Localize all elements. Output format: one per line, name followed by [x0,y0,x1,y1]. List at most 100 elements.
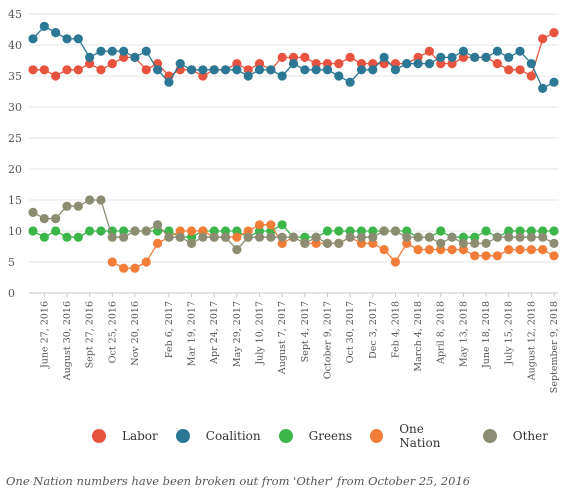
data-point-other [549,238,559,248]
data-point-coalition [51,27,61,38]
data-point-coalition [28,34,38,44]
legend-swatch-icon [175,429,190,443]
data-point-coalition [504,52,514,63]
data-point-coalition [334,71,344,81]
data-point-coalition [538,83,548,93]
data-point-labor [39,65,49,75]
data-point-greens [334,226,344,236]
y-tick-label: 15 [8,194,22,207]
x-tick-label: Feb 6, 2017 [164,301,175,358]
data-point-one-nation [390,257,401,267]
data-point-other [402,232,412,242]
data-point-labor [96,65,106,75]
data-point-labor [51,71,61,81]
data-point-one-nation [130,263,140,273]
data-point-other [470,238,480,248]
series-other [28,195,559,255]
data-point-other [186,238,197,248]
data-point-coalition [356,65,367,75]
data-point-greens [39,232,49,242]
data-point-other [436,238,446,248]
data-point-labor [515,65,525,75]
data-point-labor [62,65,72,75]
data-point-one-nation [413,245,423,255]
data-point-other [515,232,525,242]
data-point-one-nation [470,251,480,261]
data-point-other [254,232,265,242]
data-point-coalition [526,59,536,69]
data-point-coalition [164,77,174,87]
x-tick-label: June 18, 2018 [481,301,492,369]
data-point-coalition [209,65,219,75]
data-point-labor [300,52,310,63]
y-tick-label: 20 [8,163,22,176]
x-tick-label: Dec 3, 2017 [368,301,379,359]
data-point-coalition [141,46,151,56]
data-point-other [447,232,457,242]
data-point-other [300,238,310,248]
x-tick-label: Apr 24, 2017 [209,301,220,365]
x-tick-label: April 8, 2018 [436,301,447,365]
x-tick-label: Feb 4, 2018 [390,301,401,358]
data-point-coalition [402,59,412,69]
x-tick-label: Nov 20, 2016 [130,301,141,366]
poll-line-chart: 0 5 10 15 20 25 30 35 40 45 June 27, 2016 August 3… [8,8,560,393]
data-point-one-nation [119,263,129,273]
data-point-one-nation [549,251,559,261]
data-point-other [130,226,140,236]
data-point-one-nation [504,245,514,255]
data-point-labor [526,71,536,81]
data-point-other [424,232,435,242]
data-point-coalition [175,59,185,69]
data-point-other [209,232,219,242]
data-point-coalition [379,52,389,63]
data-point-coalition [243,71,253,81]
data-point-coalition [152,65,163,75]
data-point-coalition [107,46,117,56]
data-point-greens [51,226,61,236]
x-tick-label: July 15, 2018 [504,301,515,366]
data-point-greens [96,226,106,236]
legend-item-one-nation: One Nation [370,422,465,450]
data-point-coalition [368,65,378,75]
data-point-coalition [266,65,276,75]
legend-item-other: Other [482,429,548,443]
x-tick-label: June 27, 2016 [39,301,50,369]
data-point-labor [334,59,344,69]
data-point-labor [277,52,287,63]
data-point-other [152,220,163,230]
data-point-one-nation [526,245,536,255]
data-point-other [232,245,242,255]
data-point-other [458,238,468,248]
data-point-other [526,232,536,242]
data-point-coalition [254,65,265,75]
x-tick-label: Sept 4, 2017 [300,301,311,362]
data-point-coalition [458,46,468,56]
legend-item-coalition: Coalition [175,429,261,443]
y-tick-label: 35 [8,70,22,83]
y-tick-label: 0 [8,287,15,300]
data-point-other [119,232,129,242]
x-axis: June 27, 2016 August 30, 2016 Sept 27, 201… [39,293,560,393]
legend-label: Greens [308,429,353,443]
data-point-one-nation [232,232,242,242]
data-point-other [220,232,231,242]
legend-label: Labor [122,429,158,443]
data-point-greens [85,226,95,236]
data-point-coalition [277,71,287,81]
data-point-labor [73,65,83,75]
series-coalition [28,21,559,93]
data-point-other [107,232,117,242]
y-axis: 0 5 10 15 20 25 30 35 40 45 [8,8,22,300]
y-tick-label: 40 [8,39,22,52]
x-tick-label: August 30, 2016 [62,301,73,381]
data-point-other [334,238,344,248]
data-point-other [164,232,174,242]
data-point-coalition [62,34,72,44]
data-point-other [504,232,514,242]
data-point-one-nation [481,251,491,261]
x-tick-label: May 29, 2017 [232,301,243,367]
legend-item-greens: Greens [278,429,353,443]
data-point-other [277,232,287,242]
data-point-other [96,195,106,205]
